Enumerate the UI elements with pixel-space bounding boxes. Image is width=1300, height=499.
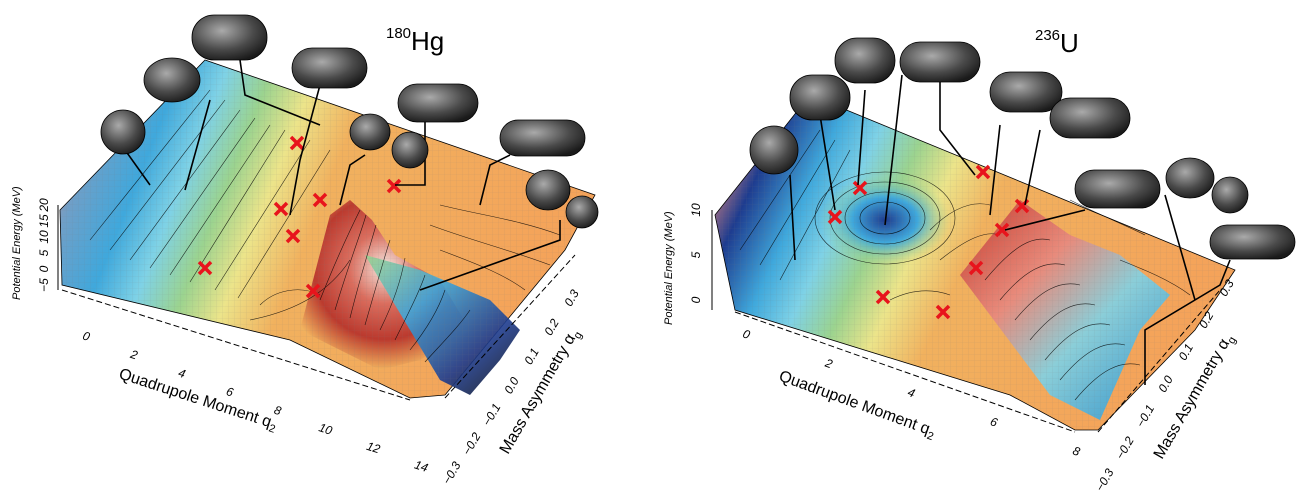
tick-label: 4 <box>906 385 917 401</box>
saddle-marker <box>975 164 991 180</box>
z-axis-title: Potential Energy (MeV) <box>11 186 23 300</box>
saddle-marker <box>386 178 402 194</box>
saddle-marker <box>305 283 321 299</box>
tick-label: −5 <box>37 278 51 292</box>
tick-label: 10 <box>317 420 334 438</box>
energy-surface <box>59 59 596 399</box>
nucleus-shape-icon <box>525 169 571 211</box>
nucleus-shape-icon <box>789 74 851 121</box>
nucleus-shape-icon <box>291 47 368 89</box>
shape-insets <box>100 14 599 291</box>
tick-label: −0.2 <box>1113 434 1137 462</box>
tick-label: 0.2 <box>541 316 562 338</box>
tick-label: 0.0 <box>501 374 522 396</box>
nucleus-shape-icon <box>749 125 799 175</box>
tick-label: 10 <box>37 230 51 244</box>
tick-label: 0 <box>81 329 92 344</box>
saddle-marker <box>968 260 984 276</box>
nucleus-shape-icon <box>143 57 201 103</box>
tick-label: 5 <box>37 249 51 256</box>
tick-label: 0 <box>741 327 752 343</box>
nucleus-shape-icon <box>834 37 896 84</box>
saddle-marker <box>935 304 951 320</box>
nucleus-title: 180Hg <box>386 25 444 56</box>
nucleus-shape-icon <box>1049 97 1131 139</box>
nucleus-shape-icon <box>1165 157 1215 199</box>
tick-label: 0 <box>689 296 703 303</box>
tick-label: −0.1 <box>480 401 504 429</box>
saddle-marker <box>852 180 868 196</box>
nucleus-shape-icon <box>391 131 429 169</box>
z-axis-title: Potential Energy (MeV) <box>663 211 675 325</box>
saddle-marker <box>197 260 213 276</box>
saddle-marker <box>312 192 328 208</box>
saddle-marker <box>994 222 1010 238</box>
tick-label: 2 <box>822 355 834 371</box>
saddle-marker <box>875 289 891 305</box>
tick-label: 14 <box>413 457 430 475</box>
tick-label: −0.3 <box>440 459 464 487</box>
tick-label: −0.3 <box>1093 466 1117 494</box>
nucleus-shape-icon <box>989 71 1063 113</box>
nucleus-shape-icon <box>349 113 391 151</box>
chart-panel-hg180: Potential Energy (MeV) −5 0 5 10 15 20 0 2 4 6 8 1… <box>0 0 650 494</box>
tick-label: 8 <box>272 403 283 418</box>
saddle-marker <box>273 201 289 217</box>
x-axis-title: Quadrupole Moment q2 <box>776 368 938 443</box>
chart-panel-u236: Potential Energy (MeV) 0 5 10 0 2 4 6 8 Quadru… <box>650 0 1300 494</box>
tick-label: 0.0 <box>1155 373 1176 395</box>
surface-plot-u236: Potential Energy (MeV) 0 5 10 0 2 4 6 8 Quadru… <box>663 27 1296 494</box>
tick-label: 8 <box>1071 444 1082 460</box>
nucleus-shape-icon <box>1209 224 1296 260</box>
saddle-marker <box>289 135 305 151</box>
nucleus-shape-icon <box>1074 169 1161 209</box>
nucleus-shape-icon <box>1211 176 1249 214</box>
saddle-marker <box>285 228 301 244</box>
nucleus-shape-icon <box>100 109 146 155</box>
nucleus-shape-icon <box>899 41 981 83</box>
saddle-markers <box>197 135 402 299</box>
saddle-marker <box>827 209 843 225</box>
tick-label: 2 <box>128 347 140 363</box>
tick-label: 0.1 <box>521 346 541 367</box>
tick-label: 6 <box>988 414 999 430</box>
x-axis-title: Quadrupole Moment q2 <box>116 366 279 436</box>
z-axis: Potential Energy (MeV) 0 5 10 <box>663 203 713 325</box>
nucleus-shape-icon <box>499 119 586 157</box>
nucleus-title: 236U <box>1035 27 1079 58</box>
tick-label: −0.2 <box>460 430 484 458</box>
tick-label: 5 <box>689 251 703 258</box>
tick-label: 0 <box>37 265 51 272</box>
tick-label: 6 <box>224 384 235 399</box>
nucleus-shape-icon <box>397 83 479 123</box>
tick-label: 12 <box>365 439 382 457</box>
tick-label: 4 <box>177 366 188 381</box>
shape-insets <box>749 37 1296 385</box>
tick-label: 10 <box>689 203 703 217</box>
tick-label: 0.3 <box>561 287 582 309</box>
tick-label: 20 <box>37 198 51 213</box>
nucleus-shape-icon <box>565 195 599 229</box>
tick-label: −0.1 <box>1133 402 1157 430</box>
nucleus-shape-icon <box>191 14 268 61</box>
tick-label: 15 <box>37 214 51 228</box>
